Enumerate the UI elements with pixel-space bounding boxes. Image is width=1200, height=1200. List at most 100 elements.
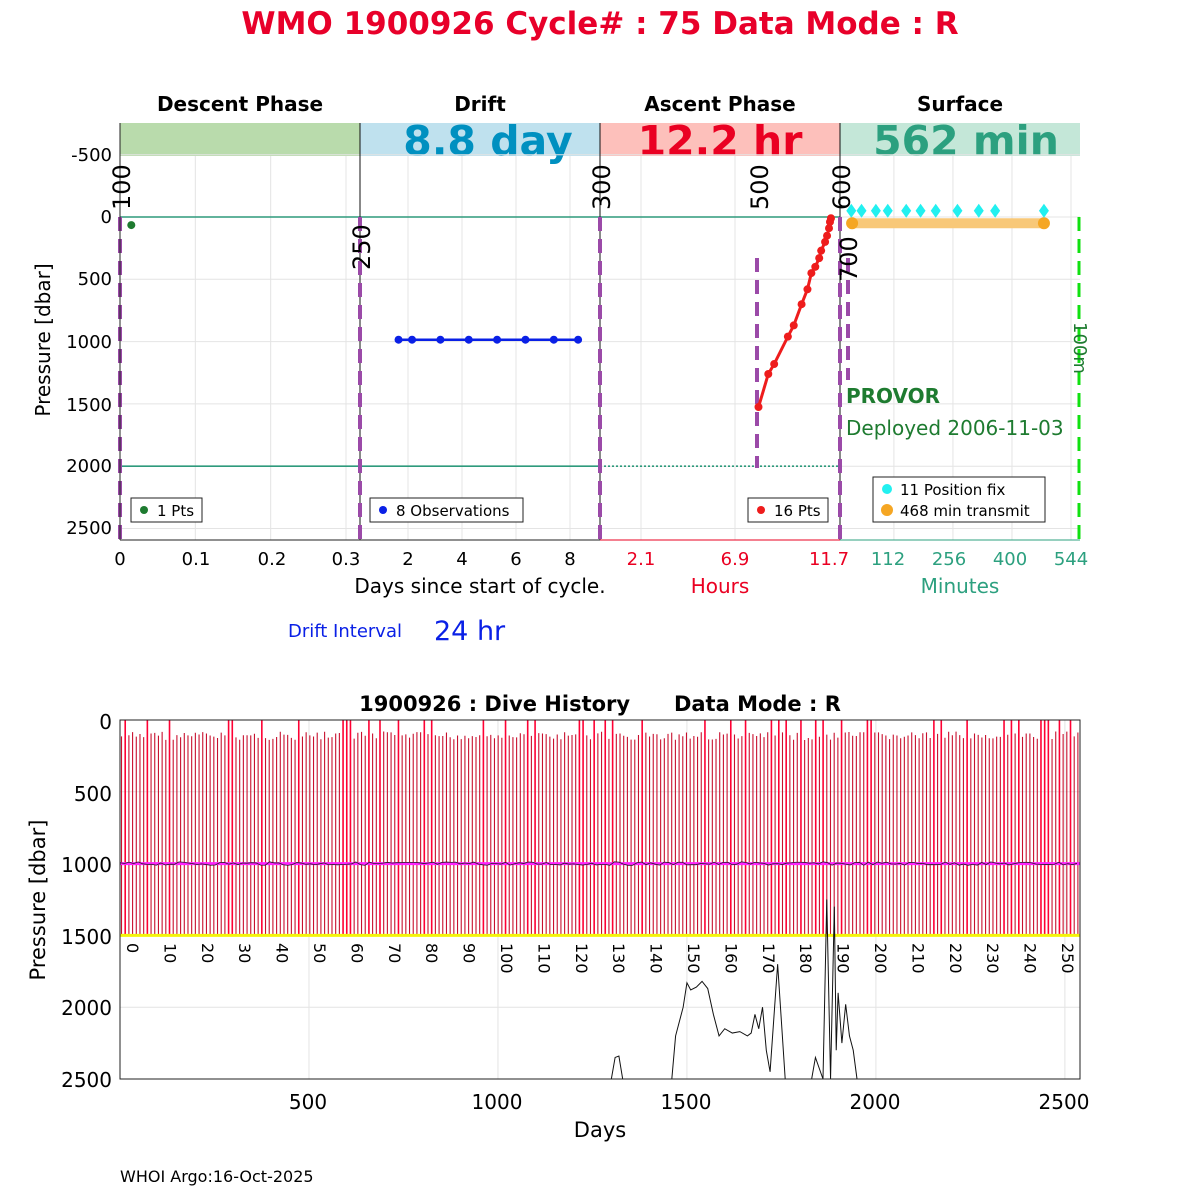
cycle-number-label: 220 xyxy=(946,943,965,974)
drift-point xyxy=(394,335,403,344)
y-tick-label: 2000 xyxy=(61,996,112,1020)
cycle-number-label: 240 xyxy=(1021,943,1040,974)
ascent-duration: 12.2 hr xyxy=(638,117,804,165)
ascent-point xyxy=(764,369,773,378)
cycle-number-label: 170 xyxy=(759,943,778,974)
x-tick-label-hours: 2.1 xyxy=(627,549,656,570)
x-tick-label-hours: 6.9 xyxy=(721,549,750,570)
x-tick-label-descent: 0 xyxy=(114,549,125,570)
phase-band-descent xyxy=(120,123,360,156)
y-tick-label: 2500 xyxy=(66,518,112,539)
figure-title: WMO 1900926 Cycle# : 75 Data Mode : R xyxy=(241,6,958,42)
deep-pressure-trace xyxy=(610,899,858,1080)
cycle-number-label: 160 xyxy=(721,943,740,974)
bottom-plot-area: 0 10 20 30 40 50 60 70 80 90 100 110 120 130 140 150 160… xyxy=(119,719,1081,1080)
position-fix-marker xyxy=(856,203,867,218)
legend-descent: 1 Pts xyxy=(130,497,203,523)
cycle-number-labels: 0 10 20 30 40 50 60 70 80 90 100 110 120 130 140 150 160… xyxy=(123,943,1077,974)
top-y-axis-label: Pressure [dbar] xyxy=(31,263,55,416)
x-tick-label-drift: 2 xyxy=(402,549,413,570)
x-tick-label-minutes: 112 xyxy=(871,549,905,570)
y-tick-label: -500 xyxy=(71,145,112,166)
legend-marker xyxy=(882,484,892,494)
ascent-point xyxy=(811,262,820,271)
cycle-number-label: 200 xyxy=(871,943,890,974)
vline-label: 500 xyxy=(746,164,774,210)
drift-point xyxy=(436,335,445,344)
ascent-line xyxy=(757,217,833,408)
top-axes xyxy=(119,123,1080,541)
drift-point xyxy=(549,335,558,344)
position-fix-marker xyxy=(952,203,963,218)
ascent-point xyxy=(817,246,826,255)
phase-title-surface: Surface xyxy=(917,92,1003,116)
phase-title-drift: Drift xyxy=(454,92,506,116)
legend-text: 1 Pts xyxy=(157,502,194,520)
position-fix-marker xyxy=(846,203,857,218)
x-axis-label-minutes: Minutes xyxy=(921,574,1000,598)
position-fix-marker xyxy=(870,203,881,218)
legend-text: 8 Observations xyxy=(396,502,510,520)
drift-point xyxy=(493,335,502,344)
vline-label: 250 xyxy=(348,224,376,270)
surface-duration: 562 min xyxy=(873,117,1059,165)
drift-point xyxy=(521,335,530,344)
x-tick-label-drift: 4 xyxy=(456,549,467,570)
position-fix-marker xyxy=(882,203,893,218)
legend-marker xyxy=(379,506,387,514)
bottom-axes xyxy=(119,719,1081,1080)
legend-box xyxy=(369,497,524,523)
cycle-number-label: 180 xyxy=(796,943,815,974)
cycle-number-label: 250 xyxy=(1058,943,1077,974)
bottom-axes-frame xyxy=(119,719,1081,1080)
vline-label: 300 xyxy=(588,164,616,210)
y-tick-label: 500 xyxy=(74,782,112,806)
position-fix-marker xyxy=(1038,203,1049,218)
ascent-point xyxy=(789,321,798,330)
drift-point xyxy=(464,335,473,344)
position-fix-marker xyxy=(973,203,984,218)
phase-band-ascent xyxy=(600,123,840,156)
x-tick-label-drift: 6 xyxy=(510,549,521,570)
bottom-x-tick-labels: 500 1000 1500 2000 2500 xyxy=(289,1090,1090,1114)
phase-band-surface xyxy=(840,123,1080,156)
cycle-number-label: 10 xyxy=(160,943,179,963)
legend-surface: 11 Position fix 468 min transmit xyxy=(872,476,1046,523)
x-tick-label: 1500 xyxy=(661,1090,712,1114)
y-tick-label: 1000 xyxy=(66,332,112,353)
cycle-profile-lines xyxy=(120,720,1079,936)
position-fix-marker xyxy=(990,203,1001,218)
y-tick-label: 2500 xyxy=(61,1068,112,1092)
legend-marker xyxy=(757,506,765,514)
position-fix-marker xyxy=(915,203,926,218)
ascent-point xyxy=(797,300,806,309)
bottom-grid xyxy=(120,719,1080,1080)
ascent-point xyxy=(825,224,833,233)
drift-pressure-measured xyxy=(119,861,1078,866)
cycle-number-label: 70 xyxy=(385,943,404,963)
ascent-point xyxy=(807,269,816,278)
y-tick-label: 0 xyxy=(101,207,112,228)
cycle-number-label: 100 xyxy=(497,943,516,974)
x-tick-label-descent: 0.2 xyxy=(258,549,287,570)
x-tick-label: 2500 xyxy=(1039,1090,1090,1114)
x-tick-label-hours: 11.7 xyxy=(809,549,849,570)
phase-title-ascent: Ascent Phase xyxy=(644,92,795,116)
drift-interval-label: Drift Interval xyxy=(288,621,402,642)
cycle-number-label: 80 xyxy=(422,943,441,963)
ascent-point xyxy=(821,237,830,246)
bottom-y-tick-labels: 0 500 1000 1500 2000 2500 xyxy=(61,710,112,1092)
y-tick-label: 1000 xyxy=(61,853,112,877)
x-tick-label: 2000 xyxy=(850,1090,901,1114)
phase-headers: Descent Phase Drift Ascent Phase Surface… xyxy=(120,92,1080,165)
cycle-number-label: 120 xyxy=(572,943,591,974)
y-tick-label: 2000 xyxy=(66,456,112,477)
legend-drift: 8 Observations xyxy=(369,497,524,523)
top-y-tick-labels: -500 0 500 1000 1500 2000 2500 xyxy=(66,145,112,539)
ascent-point xyxy=(783,332,792,341)
cycle-number-label: 90 xyxy=(460,943,479,963)
cycle-number-label: 50 xyxy=(310,943,329,963)
cycle-number-label: 40 xyxy=(273,943,292,963)
x-tick-label-descent: 0.3 xyxy=(332,549,361,570)
